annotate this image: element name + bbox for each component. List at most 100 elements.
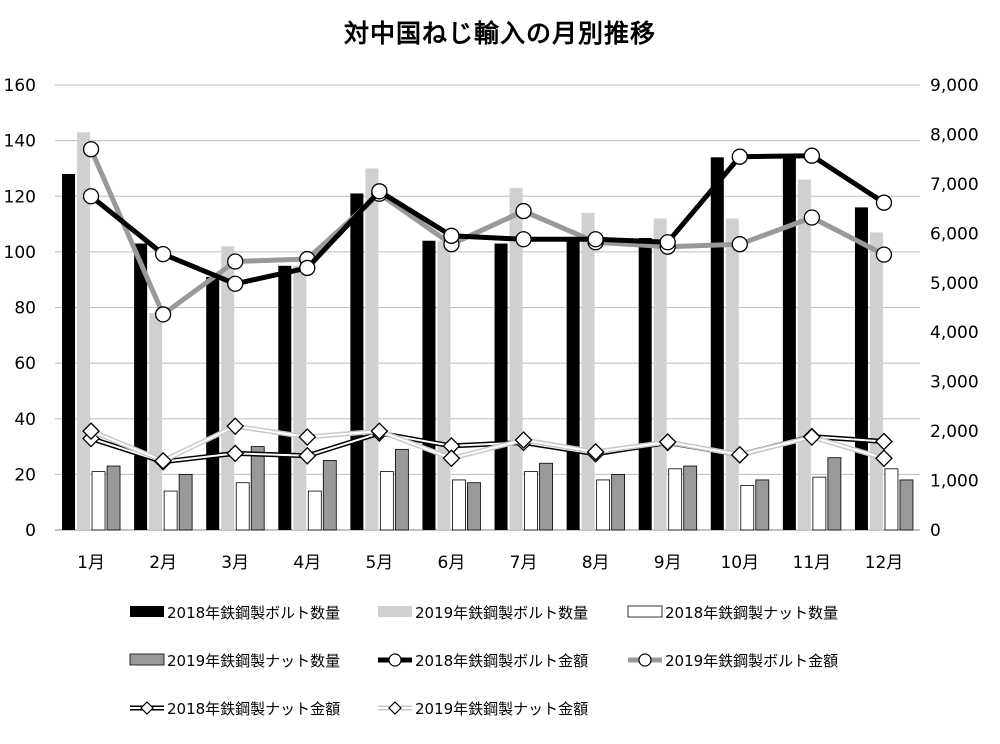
series-7-point-3 [226,444,245,463]
series-8-point-9 [658,433,677,451]
x-tick-label: 12月 [865,553,904,573]
bar-2-5 [365,168,379,530]
series-5-line [89,153,886,287]
x-tick-label: 2月 [149,553,177,573]
legend-swatch-3 [627,605,663,618]
bar-2-2 [149,313,163,530]
bar-4-8 [611,473,626,531]
x-tick-label: 7月 [510,553,538,573]
bar-4-6 [467,482,481,531]
bar-4-3 [250,446,265,531]
series-6-point-3 [227,253,244,270]
y-right-tick-label: 6,000 [930,224,979,244]
x-tick-label: 3月 [221,553,249,573]
bar-2-11 [797,179,811,530]
bar-2-12 [869,232,883,530]
legend-marker-8 [388,701,402,715]
series-8-point-11 [802,428,821,446]
y-right-tick-label: 2,000 [930,422,979,442]
series-6-point-12 [875,246,893,263]
series-8-point-10 [730,445,749,464]
x-tick-label: 1月 [77,553,105,573]
series-8-point-12 [875,449,893,468]
bar-4-1 [106,465,121,531]
x-tick-label: 8月 [582,553,610,573]
legend-label-8: 2019年鉄鋼製ナット金額 [415,700,588,718]
bar-1-10 [710,157,724,530]
bar-4-5 [394,448,409,531]
bar-3-3 [235,482,250,531]
bar-2-9 [653,218,667,530]
series-5-point-10 [731,148,748,165]
series-5-point-6 [443,227,460,244]
series-5-point-9 [659,234,676,251]
bar-1-7 [494,243,508,530]
bar-3-12 [884,468,899,531]
bar-3-4 [307,490,322,531]
legend-label-3: 2018年鉄鋼製ナット数量 [665,604,838,622]
series-8-line [90,425,885,462]
series-7-point-4 [298,446,317,465]
legend-marker-5 [388,653,402,667]
series-5-point-2 [154,245,172,263]
series-6-point-10 [731,236,748,253]
y-right-tick-label: 0 [930,521,941,541]
bar-2-4 [293,265,307,530]
bar-4-10 [755,479,770,531]
bar-1-4 [278,265,292,530]
legend-marker-6 [638,653,652,667]
y-right-tick-label: 7,000 [930,175,979,195]
legend-swatch-1 [130,606,164,617]
series-5-point-8 [587,231,604,248]
y-right-tick-label: 1,000 [930,472,979,492]
bar-1-6 [422,240,436,530]
series-5-point-4 [299,259,316,277]
legend-label-5: 2018年鉄鋼製ボルト金額 [415,652,588,670]
bar-3-10 [740,485,755,531]
series-6-point-7 [515,202,532,220]
bar-4-4 [322,460,337,531]
bar-4-7 [539,462,553,531]
grid-lines [55,84,920,531]
bar-3-1 [91,471,106,531]
bar-3-2 [163,490,178,531]
y-left-tick-label: 80 [14,299,36,319]
bar-3-9 [668,468,683,531]
x-tick-label: 10月 [720,553,759,573]
series-8-point-2 [154,451,173,470]
y-left-tick-label: 0 [25,521,36,541]
axis-labels: 0 20 40 60 80 100 120 140 160 0 1,000 2,000 3,000 4,0… [4,76,979,573]
series-8-point-5 [370,422,389,441]
bar-3-6 [452,479,466,531]
bar-4-11 [827,457,842,531]
bar-series-group [62,132,914,531]
series-5-point-11 [803,147,821,164]
x-tick-label: 4月 [293,553,321,573]
x-tick-label: 11月 [793,553,832,573]
bar-1-8 [566,240,580,530]
y-right-tick-label: 4,000 [930,323,979,343]
bar-2-8 [581,212,595,530]
y-right-tick-label: 8,000 [930,125,979,145]
legend-label-6: 2019年鉄鋼製ボルト金額 [665,652,838,670]
y-left-tick-label: 140 [4,132,36,152]
y-left-tick-label: 20 [14,465,36,485]
bar-3-8 [596,479,611,531]
legend-swatch-2 [378,606,412,617]
bar-1-12 [854,207,868,530]
legend-label-2: 2019年鉄鋼製ボルト数量 [415,604,588,622]
legend-label-4: 2019年鉄鋼製ナット数量 [167,652,340,670]
bar-2-6 [437,240,451,530]
bar-2-10 [725,218,739,530]
legend-swatch-4 [129,653,165,666]
bar-3-11 [812,476,827,531]
y-left-tick-label: 120 [4,187,36,207]
bar-2-3 [221,246,235,530]
series-5-point-5 [371,183,388,200]
chart-title: 対中国ねじ輸入の月別推移 [343,19,656,48]
bar-1-3 [206,276,220,530]
series-5-point-7 [515,231,532,248]
bar-3-7 [524,471,538,531]
series-8-point-6 [442,449,461,468]
